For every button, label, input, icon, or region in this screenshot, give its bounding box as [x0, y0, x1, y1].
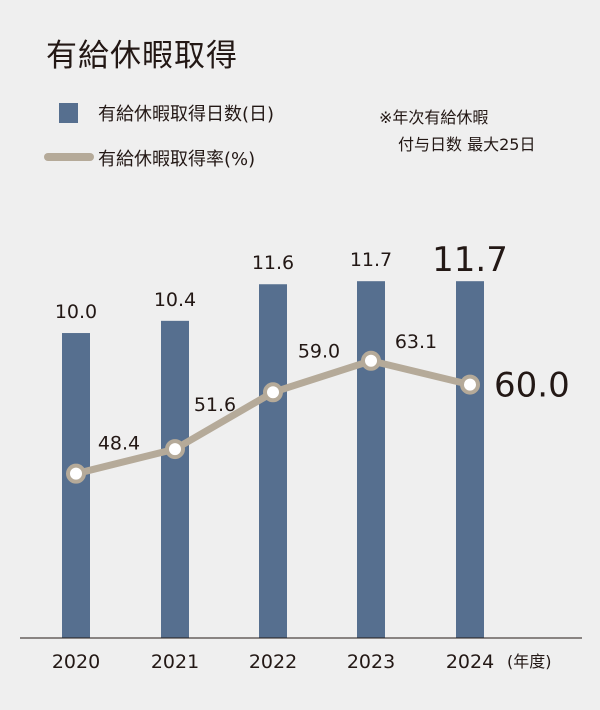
- rate-value-label-2023: 63.1: [395, 331, 437, 353]
- rate-marker-2020: [66, 463, 86, 484]
- legend-line-swatch: [44, 153, 94, 161]
- x-tick-label-2021: 2021: [151, 651, 199, 673]
- bar-2021: [161, 320, 189, 638]
- x-axis-unit-label: (年度): [507, 652, 552, 671]
- bar-value-label-2021: 10.4: [154, 289, 196, 311]
- bar-2020: [62, 333, 90, 638]
- x-tick-label-2020: 2020: [52, 651, 100, 673]
- rate-value-label-2024: 60.0: [494, 366, 570, 406]
- chart-title: 有給休暇取得: [46, 38, 238, 74]
- bar-value-label-2023: 11.7: [350, 249, 392, 271]
- rate-marker-2023: [361, 350, 381, 371]
- note-line-2: 付与日数 最大25日: [398, 135, 536, 154]
- bar-2022: [259, 284, 287, 638]
- bar-value-label-2020: 10.0: [55, 301, 97, 323]
- rate-value-label-2022: 59.0: [298, 340, 340, 362]
- rate-marker-2021: [165, 439, 185, 460]
- x-tick-label-2023: 2023: [347, 651, 395, 673]
- bar-2023: [357, 281, 385, 638]
- rate-marker-2022: [263, 382, 283, 403]
- x-tick-label-2024: 2024: [446, 651, 494, 673]
- bar-value-label-2022: 11.6: [252, 252, 294, 274]
- legend-line-label: 有給休暇取得率(%): [98, 149, 256, 170]
- legend-bar-swatch: [59, 103, 78, 123]
- x-tick-label-2022: 2022: [249, 651, 297, 673]
- rate-marker-2024: [460, 374, 480, 395]
- note-line-1: ※年次有給休暇: [379, 108, 489, 127]
- rate-value-label-2021: 51.6: [194, 394, 236, 416]
- bar-2024: [456, 281, 484, 638]
- rate-value-label-2020: 48.4: [98, 433, 140, 455]
- bar-value-label-2024: 11.7: [432, 240, 508, 280]
- legend-bar-label: 有給休暇取得日数(日): [98, 104, 275, 125]
